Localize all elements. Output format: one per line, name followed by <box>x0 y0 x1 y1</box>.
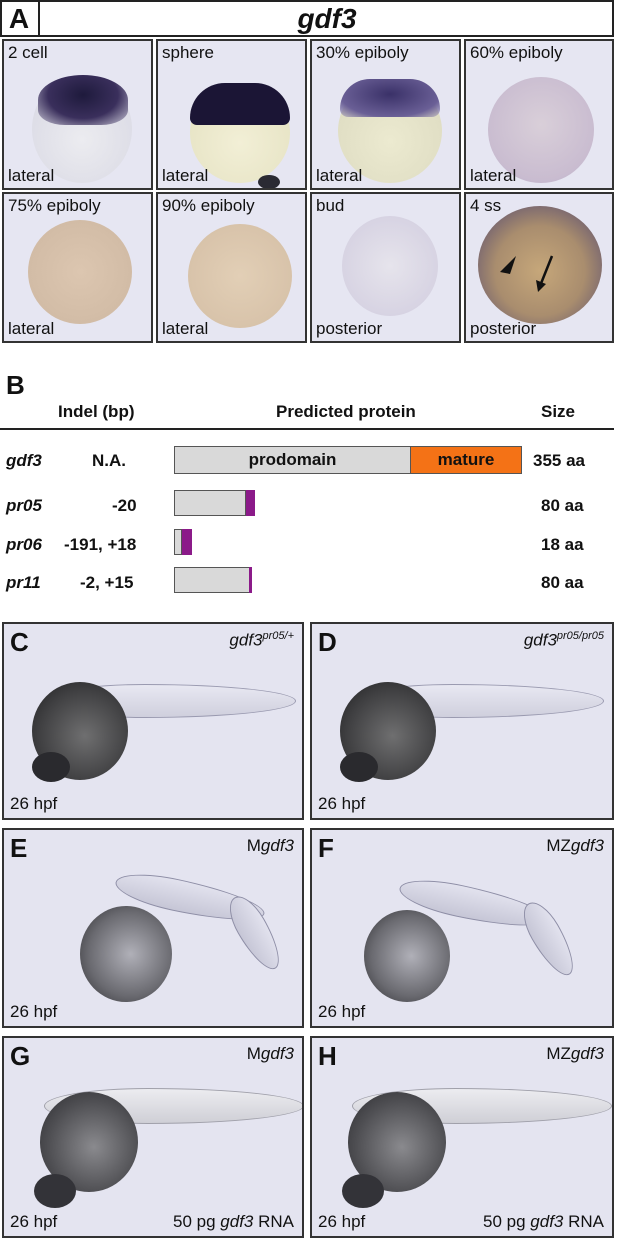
row-size: 80 aa <box>541 496 584 515</box>
genotype-label: MZgdf3 <box>546 1044 604 1063</box>
hpf-label: 26 hpf <box>10 794 58 813</box>
row-gene: gdf3 <box>6 451 42 470</box>
tile-view-label: lateral <box>470 166 517 185</box>
panel-letter: C <box>10 627 29 657</box>
frameshift-segment <box>249 567 252 593</box>
mature-bar: mature <box>410 446 522 474</box>
panel-a-title: gdf3 <box>297 2 357 34</box>
tile-90-epiboly: 90% epiboly lateral <box>156 192 307 343</box>
panel-letter: E <box>10 833 28 863</box>
hpf-label: 26 hpf <box>10 1002 58 1021</box>
arrow-icon <box>500 255 554 292</box>
genotype-label: gdf3pr05/pr05 <box>523 630 604 650</box>
genotype-label: Mgdf3 <box>246 836 294 855</box>
tile-stage-label: 60% epiboly <box>470 43 563 62</box>
tile-view-label: posterior <box>316 319 383 338</box>
hpf-label: 26 hpf <box>318 794 366 813</box>
tile-stage-label: 90% epiboly <box>162 196 255 215</box>
tile-view-label: lateral <box>316 166 363 185</box>
panel-c: C gdf3pr05/+ 26 hpf <box>2 622 304 820</box>
row-size: 80 aa <box>541 573 584 592</box>
header-size: Size <box>541 402 576 421</box>
tile-view-label: lateral <box>8 166 55 185</box>
panel-b-letter: B <box>6 370 25 400</box>
tile-stage-label: sphere <box>162 43 214 62</box>
panel-e: E Mgdf3 26 hpf <box>2 828 304 1028</box>
tile-60-epiboly: 60% epiboly lateral <box>464 39 614 190</box>
panel-letter: H <box>318 1041 337 1071</box>
tile-4-ss: 4 ss posterior <box>464 192 614 343</box>
panel-f: F MZgdf3 26 hpf <box>310 828 614 1028</box>
hpf-label: 26 hpf <box>10 1212 58 1231</box>
tile-view-label: lateral <box>162 166 209 185</box>
panel-g: G Mgdf3 26 hpf 50 pg gdf3 RNA <box>2 1036 304 1238</box>
tile-75-epiboly: 75% epiboly lateral <box>2 192 153 343</box>
tile-stage-label: 4 ss <box>470 196 502 215</box>
panel-a-letter: A <box>0 0 40 37</box>
hpf-label: 26 hpf <box>318 1002 366 1021</box>
panel-letter: G <box>10 1041 31 1071</box>
panel-letter: D <box>318 627 337 657</box>
row-indel: -191, +18 <box>64 535 137 554</box>
tile-stage-label: 30% epiboly <box>316 43 409 62</box>
row-gene: pr06 <box>6 535 42 554</box>
tile-stage-label: bud <box>316 196 345 215</box>
panel-a-header <box>0 0 614 37</box>
prodomain-bar: prodomain <box>174 446 411 474</box>
tile-30-epiboly: 30% epiboly lateral <box>310 39 461 190</box>
rna-label: 50 pg gdf3 RNA <box>173 1212 294 1231</box>
table-rule <box>0 428 614 430</box>
genotype-label: MZgdf3 <box>546 836 604 855</box>
hpf-label: 26 hpf <box>318 1212 366 1231</box>
panel-d: D gdf3pr05/pr05 26 hpf <box>310 622 614 820</box>
row-indel: N.A. <box>92 451 126 470</box>
row-size: 18 aa <box>541 535 584 554</box>
genotype-label: Mgdf3 <box>246 1044 294 1063</box>
header-protein: Predicted protein <box>276 402 416 421</box>
tile-bud: bud posterior <box>310 192 461 343</box>
row-indel: -2, +15 <box>80 573 134 592</box>
truncated-bar <box>174 490 246 516</box>
frameshift-segment <box>182 529 192 555</box>
rna-label: 50 pg gdf3 RNA <box>483 1212 604 1231</box>
tile-stage-label: 2 cell <box>8 43 48 62</box>
genotype-label: gdf3pr05/+ <box>229 630 294 650</box>
row-gene: pr05 <box>6 496 42 515</box>
frameshift-segment <box>246 490 255 516</box>
truncated-bar <box>174 529 182 555</box>
truncated-bar <box>174 567 250 593</box>
tile-sphere: sphere lateral <box>156 39 307 190</box>
panel-letter: F <box>318 833 334 863</box>
prodomain-label: prodomain <box>248 450 337 469</box>
row-size: 355 aa <box>533 451 585 470</box>
tile-stage-label: 75% epiboly <box>8 196 101 215</box>
mature-label: mature <box>437 450 495 469</box>
panel-h: H MZgdf3 26 hpf 50 pg gdf3 RNA <box>310 1036 614 1238</box>
row-gene: pr11 <box>6 573 41 592</box>
tile-view-label: posterior <box>470 319 537 338</box>
tile-2-cell: 2 cell lateral <box>2 39 153 190</box>
tile-view-label: lateral <box>8 319 55 338</box>
tile-view-label: lateral <box>162 319 209 338</box>
header-indel: Indel (bp) <box>58 402 135 421</box>
row-indel: -20 <box>112 496 137 515</box>
